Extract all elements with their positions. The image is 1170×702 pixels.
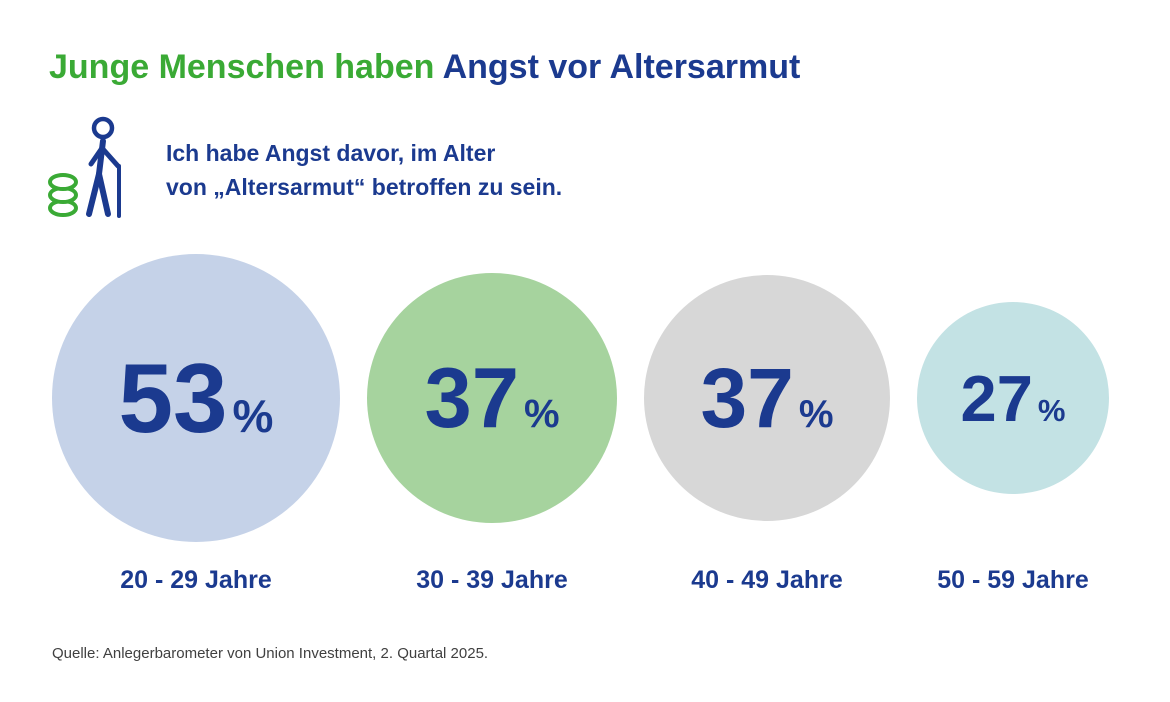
value-40-49: 37% bbox=[700, 356, 833, 440]
age-group-30-39: 37% 30 - 39 Jahre bbox=[367, 248, 617, 595]
age-group-50-59: 27% 50 - 59 Jahre bbox=[917, 248, 1109, 595]
value-number: 27 bbox=[960, 361, 1033, 435]
age-group-40-49: 37% 40 - 49 Jahre bbox=[644, 248, 890, 595]
value-number: 53 bbox=[118, 343, 228, 453]
coin-stack-icon bbox=[48, 173, 78, 217]
value-number: 37 bbox=[424, 350, 519, 446]
bubble-40-49: 37% bbox=[644, 275, 890, 521]
bubble-wrap: 37% bbox=[367, 248, 617, 548]
percent-sign: % bbox=[1037, 392, 1066, 428]
elderly-person-with-coins-icon bbox=[48, 116, 121, 218]
bubble-wrap: 53% bbox=[52, 248, 340, 548]
survey-statement-line1: Ich habe Angst davor, im Alter bbox=[166, 139, 496, 166]
percent-sign: % bbox=[798, 393, 834, 436]
value-number: 37 bbox=[700, 351, 794, 445]
bubble-30-39: 37% bbox=[367, 273, 617, 523]
survey-statement: Ich habe Angst davor, im Alter von „Alte… bbox=[166, 136, 562, 205]
value-30-39: 37% bbox=[424, 356, 559, 441]
survey-statement-line2: von „Altersarmut“ betroffen zu sein. bbox=[166, 174, 563, 200]
statement-block: Ich habe Angst davor, im Alter von „Alte… bbox=[46, 114, 562, 226]
page-title: Junge Menschen haben Angst vor Altersarm… bbox=[49, 48, 800, 87]
age-label-50-59: 50 - 59 Jahre bbox=[937, 566, 1089, 594]
age-group-20-29: 53% 20 - 29 Jahre bbox=[52, 248, 340, 595]
percent-sign: % bbox=[232, 390, 274, 442]
bubble-wrap: 27% bbox=[917, 248, 1109, 548]
age-label-30-39: 30 - 39 Jahre bbox=[416, 566, 568, 594]
title-part-blue: Angst vor Altersarmut bbox=[442, 48, 801, 86]
bubble-wrap: 37% bbox=[644, 248, 890, 548]
title-part-green: Junge Menschen haben bbox=[49, 48, 435, 86]
age-label-40-49: 40 - 49 Jahre bbox=[691, 566, 843, 594]
bubble-50-59: 27% bbox=[917, 302, 1109, 494]
value-20-29: 53% bbox=[119, 349, 274, 447]
age-label-20-29: 20 - 29 Jahre bbox=[120, 566, 272, 594]
person-icon bbox=[86, 116, 121, 218]
bubble-20-29: 53% bbox=[52, 254, 340, 542]
source-note: Quelle: Anlegerbarometer von Union Inves… bbox=[52, 645, 489, 662]
bubble-chart: 53% 20 - 29 Jahre 37% 30 - 39 Jahre bbox=[52, 248, 1109, 595]
value-50-59: 27% bbox=[961, 366, 1066, 431]
percent-sign: % bbox=[523, 391, 560, 436]
